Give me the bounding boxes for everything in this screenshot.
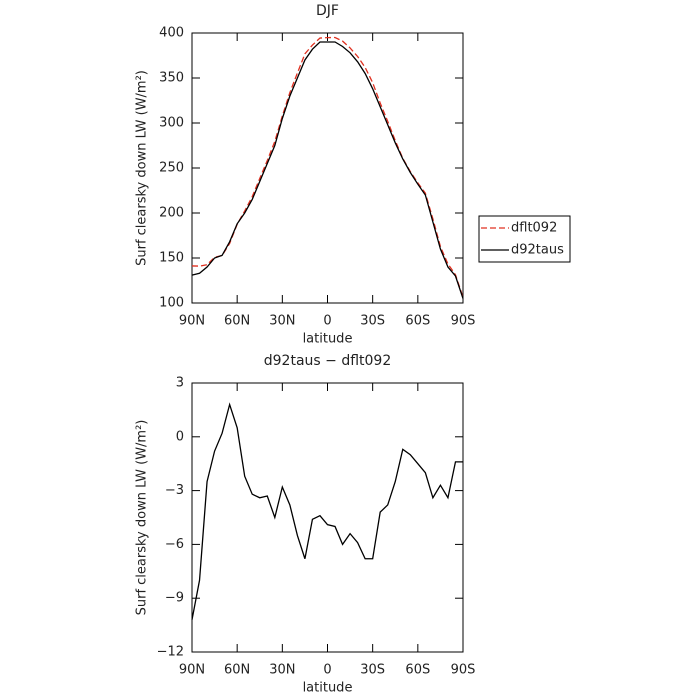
y-tick-label: 0 (176, 429, 184, 444)
x-tick-label: 90N (179, 663, 205, 678)
x-tick-label: 90S (451, 314, 476, 329)
data-line (191, 402, 463, 620)
y-tick-label: −6 (165, 537, 184, 552)
y-tick-label: 200 (159, 206, 184, 221)
x-tick-label: 90N (179, 314, 205, 329)
chart-title: DJF (316, 3, 339, 19)
y-tick-label: 100 (159, 296, 184, 311)
y-tick-label: 250 (159, 161, 184, 176)
y-tick-label: 400 (159, 26, 184, 41)
y-axis-label: Surf clearsky down LW (W/m²) (135, 420, 150, 616)
x-axis-label: latitude (303, 681, 353, 696)
plot-frame (191, 382, 464, 653)
x-tick-label: 90S (451, 663, 476, 678)
y-tick-label: 150 (159, 251, 184, 266)
x-tick-label: 30N (269, 314, 295, 329)
y-tick-label: 3 (176, 376, 184, 391)
x-tick-label: 30S (360, 663, 385, 678)
x-tick-label: 30S (360, 314, 385, 329)
y-tick-label: −3 (165, 483, 184, 498)
y-tick-label: −9 (165, 591, 184, 606)
y-tick-label: 300 (159, 116, 184, 131)
x-tick-label: 30N (269, 663, 295, 678)
plot-frame (191, 32, 464, 304)
x-tick-label: 0 (323, 663, 331, 678)
x-tick-label: 60S (405, 663, 430, 678)
x-tick-label: 60N (224, 314, 250, 329)
y-axis-label: Surf clearsky down LW (W/m²) (135, 70, 150, 266)
x-tick-label: 0 (323, 314, 331, 329)
x-axis-label: latitude (303, 332, 353, 347)
legend-label: d92taus (511, 243, 564, 258)
x-tick-label: 60S (405, 314, 430, 329)
data-line (191, 36, 464, 298)
legend-box (478, 215, 571, 263)
x-tick-label: 60N (224, 663, 250, 678)
legend-label: dflt092 (511, 221, 557, 236)
y-tick-label: −12 (157, 645, 184, 660)
chart-title: d92taus − dflt092 (264, 353, 391, 369)
data-line (191, 41, 464, 299)
y-tick-label: 350 (159, 71, 184, 86)
